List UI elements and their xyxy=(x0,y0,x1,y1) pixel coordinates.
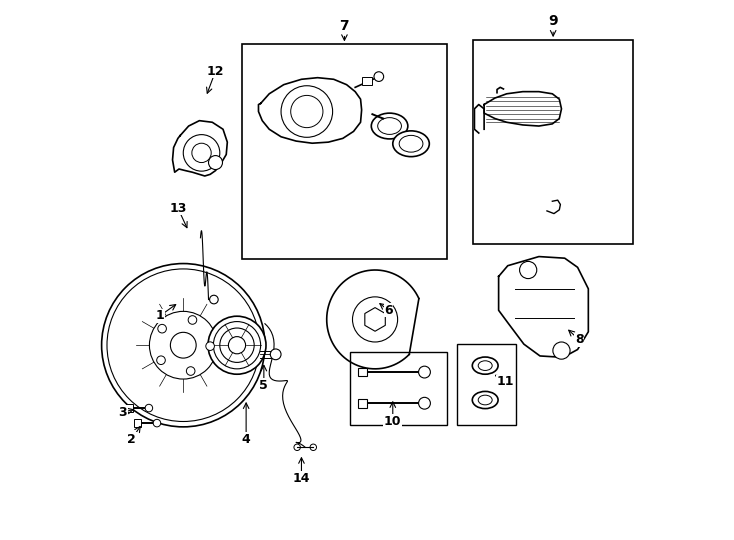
Circle shape xyxy=(101,264,265,427)
Circle shape xyxy=(553,342,570,359)
Polygon shape xyxy=(498,256,589,357)
Text: 7: 7 xyxy=(340,18,349,32)
Circle shape xyxy=(206,342,214,350)
Polygon shape xyxy=(172,120,228,176)
Circle shape xyxy=(208,156,222,170)
Bar xyxy=(134,420,142,427)
Text: 14: 14 xyxy=(293,472,310,485)
Bar xyxy=(457,344,516,425)
Circle shape xyxy=(418,366,430,378)
Bar xyxy=(350,352,446,425)
Ellipse shape xyxy=(371,113,408,139)
Text: 13: 13 xyxy=(170,202,186,215)
Text: 5: 5 xyxy=(260,379,268,392)
Circle shape xyxy=(184,134,219,171)
Ellipse shape xyxy=(393,131,429,157)
Text: 9: 9 xyxy=(548,14,558,28)
Circle shape xyxy=(150,312,217,379)
Circle shape xyxy=(188,316,197,324)
Text: 2: 2 xyxy=(127,433,136,446)
Bar xyxy=(242,44,446,259)
Ellipse shape xyxy=(472,357,498,374)
Circle shape xyxy=(156,356,165,364)
Text: 8: 8 xyxy=(575,333,584,346)
Text: 6: 6 xyxy=(384,304,393,317)
Text: 11: 11 xyxy=(497,375,515,388)
Circle shape xyxy=(170,332,196,358)
Ellipse shape xyxy=(472,392,498,409)
Circle shape xyxy=(186,367,195,375)
Text: 3: 3 xyxy=(118,406,127,419)
Circle shape xyxy=(145,404,153,412)
Circle shape xyxy=(520,261,537,279)
Circle shape xyxy=(374,72,384,82)
Circle shape xyxy=(158,325,167,333)
Bar xyxy=(362,77,372,85)
Text: 10: 10 xyxy=(384,415,401,428)
Bar xyxy=(358,368,367,376)
Circle shape xyxy=(153,420,161,427)
Circle shape xyxy=(192,143,211,163)
Polygon shape xyxy=(474,105,484,133)
Circle shape xyxy=(418,397,430,409)
Circle shape xyxy=(352,297,398,342)
Text: 1: 1 xyxy=(156,309,164,322)
Polygon shape xyxy=(484,92,562,126)
Circle shape xyxy=(208,316,266,374)
Bar xyxy=(358,399,367,408)
Polygon shape xyxy=(258,78,362,143)
Text: 12: 12 xyxy=(207,65,225,78)
Circle shape xyxy=(270,349,281,360)
Bar xyxy=(473,40,633,244)
Text: 4: 4 xyxy=(241,433,250,446)
Bar xyxy=(126,404,134,412)
